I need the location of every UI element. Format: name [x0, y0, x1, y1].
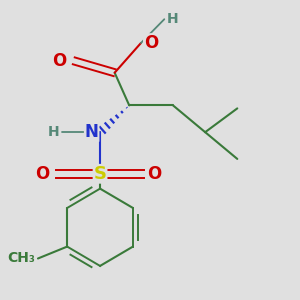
- Text: O: O: [147, 165, 161, 183]
- Text: O: O: [52, 52, 67, 70]
- Text: S: S: [94, 165, 106, 183]
- Text: CH₃: CH₃: [7, 251, 35, 266]
- Text: O: O: [144, 34, 158, 52]
- Text: H: H: [167, 12, 179, 26]
- Text: N: N: [85, 123, 99, 141]
- Text: O: O: [35, 165, 49, 183]
- Text: H: H: [47, 125, 59, 139]
